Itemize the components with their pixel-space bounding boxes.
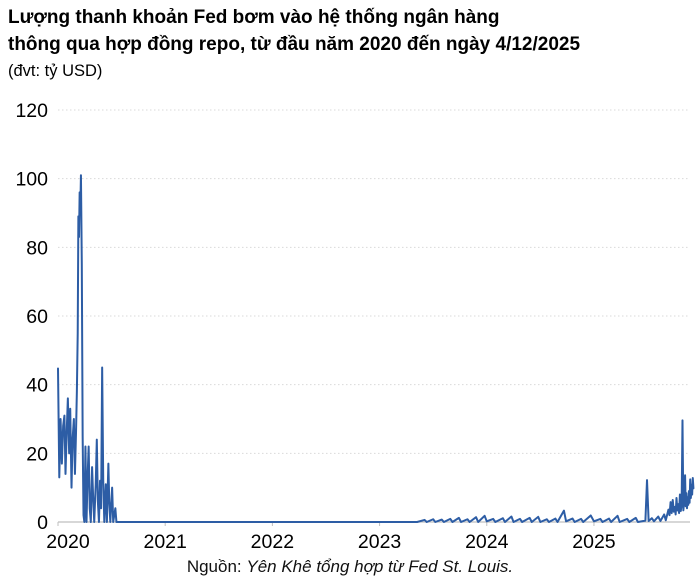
repo-liquidity-line-chart: 0 20 40 60 80 100 120 2020 2021 2022 2023 2024 2025 (15, 100, 695, 553)
x-axis-label-2021: 2021 (143, 531, 186, 553)
repo-liquidity-series-line (57, 174, 695, 523)
y-axis-label-20: 20 (26, 443, 48, 465)
x-axis-label-2024: 2024 (465, 531, 509, 553)
chart-title-line-2: thông qua hợp đồng repo, từ đầu năm 2020… (8, 34, 581, 55)
source-caption: Nguồn: Yên Khê tổng hợp từ Fed St. Louis… (0, 557, 700, 577)
x-axis-label-2023: 2023 (358, 531, 401, 553)
chart-title-block: Lượng thanh khoản Fed bơm vào hệ thống n… (8, 4, 696, 83)
source-text: Yên Khê tổng hợp từ Fed St. Louis. (246, 557, 514, 576)
chart-title-line-1: Lượng thanh khoản Fed bơm vào hệ thống n… (8, 7, 500, 28)
y-axis-label-60: 60 (26, 306, 48, 328)
x-axis-label-2022: 2022 (251, 531, 294, 553)
y-axis-label-40: 40 (26, 375, 48, 397)
chart-area: 0 20 40 60 80 100 120 2020 2021 2022 2023 2024 2025 (0, 90, 700, 558)
y-axis-label-100: 100 (15, 169, 48, 191)
y-axis-label-0: 0 (37, 512, 48, 534)
x-axis-label-2025: 2025 (572, 531, 616, 553)
source-prefix: Nguồn: (186, 557, 247, 576)
chart-unit-label: (đvt: tỷ USD) (8, 62, 103, 80)
y-axis-label-120: 120 (15, 100, 48, 122)
y-axis-label-80: 80 (26, 237, 48, 259)
x-axis-label-2020: 2020 (46, 531, 90, 553)
